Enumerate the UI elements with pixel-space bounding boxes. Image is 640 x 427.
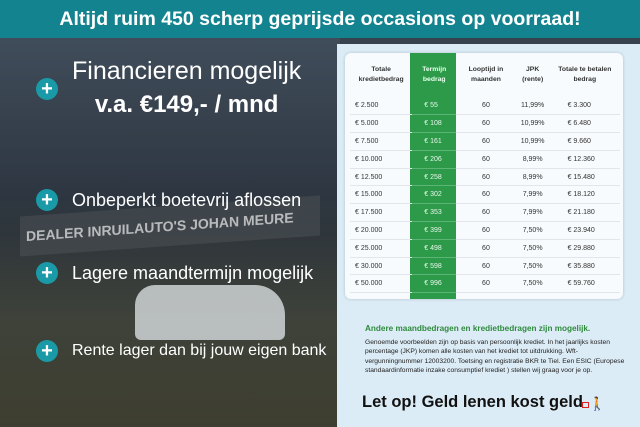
table-cell: € 59.760 <box>549 274 620 294</box>
plus-icon: + <box>36 78 58 100</box>
table-cell: € 6.480 <box>549 114 620 134</box>
table-cell: € 498 <box>412 239 457 258</box>
table-row: € 50.000 € 996 60 7,50% € 59.760 <box>350 274 620 294</box>
table-cell: 7,50% <box>515 239 550 258</box>
table-cell: € 15.000 <box>350 185 413 205</box>
table-cell: € 996 <box>412 274 457 294</box>
note-text: Genoemde voorbeelden zijn op basis van p… <box>365 339 625 374</box>
table-cell: € 30.000 <box>350 257 413 276</box>
table-cell: € 5.000 <box>350 114 413 134</box>
table-row: € 2.500 € 55 60 11,99% € 3.300 <box>350 97 620 116</box>
car-image <box>135 285 285 340</box>
table-cell: 7,50% <box>515 257 550 276</box>
table-cell: € 21.180 <box>549 203 620 223</box>
table-cell: € 258 <box>412 168 457 187</box>
table-cell: 11,99% <box>515 97 550 116</box>
bullet-text: Lagere maandtermijn mogelijk <box>72 262 314 283</box>
table-row: € 5.000 € 108 60 10,99% € 6.480 <box>350 114 620 134</box>
bullet-rente: + Rente lager dan bij jouw eigen bank <box>36 340 326 362</box>
table-cell: € 29.880 <box>549 239 620 258</box>
table-cell: € 3.300 <box>549 97 620 116</box>
table-cell: 8,99% <box>515 150 550 169</box>
table-cell: 7,50% <box>515 221 550 240</box>
table-cell: € 55 <box>412 97 457 116</box>
table-cell: 60 <box>456 150 516 169</box>
table-cell: € 2.500 <box>350 97 413 116</box>
note-heading: Andere maandbedragen en kredietbedragen … <box>365 324 591 333</box>
column-header: Termijn bedrag <box>422 66 447 83</box>
table-row: € 10.000 € 206 60 8,99% € 12.360 <box>350 150 620 169</box>
table-row: € 12.500 € 258 60 8,99% € 15.480 <box>350 168 620 187</box>
table-cell: € 15.480 <box>549 168 620 187</box>
table-cell: € 12.360 <box>549 150 620 169</box>
table-cell: € 18.120 <box>549 185 620 205</box>
table-cell: 60 <box>456 132 516 151</box>
table-cell: € 206 <box>412 150 457 169</box>
table-cell: € 10.000 <box>350 150 413 169</box>
plus-icon: + <box>36 340 58 362</box>
bullet-maandtermijn: + Lagere maandtermijn mogelijk <box>36 262 313 284</box>
table-row: € 7.500 € 161 60 10,99% € 9.660 <box>350 132 620 151</box>
table-cell: € 353 <box>412 203 457 223</box>
table-cell: € 161 <box>412 132 457 151</box>
table-cell: € 17.500 <box>350 203 413 223</box>
table-cell: € 20.000 <box>350 221 413 240</box>
column-header: Totale kredietbedrag <box>358 66 404 83</box>
table-cell: € 25.000 <box>350 239 413 258</box>
table-cell: 60 <box>456 239 516 258</box>
table-row: € 17.500 € 353 60 7,99% € 21.180 <box>350 203 620 223</box>
table-cell: 7,50% <box>515 274 550 294</box>
table-row: € 15.000 € 302 60 7,99% € 18.120 <box>350 185 620 205</box>
table-cell: € 23.940 <box>549 221 620 240</box>
table-cell: 10,99% <box>515 132 550 151</box>
walking-person-icon: 🚶 <box>582 396 605 412</box>
bullet-text: Rente lager dan bij jouw eigen bank <box>72 342 327 359</box>
table-cell: € 35.880 <box>549 257 620 276</box>
table-row: € 20.000 € 399 60 7,50% € 23.940 <box>350 221 620 240</box>
table-cell: € 108 <box>412 114 457 134</box>
bullet-text: Onbeperkt boetevrij aflossen <box>72 189 302 210</box>
table-cell: 10,99% <box>515 114 550 134</box>
table-row: € 30.000 € 598 60 7,50% € 35.880 <box>350 257 620 276</box>
bullet-aflossen: + Onbeperkt boetevrij aflossen <box>36 189 301 211</box>
bullet-subtext: v.a. €149,- / mnd <box>94 91 279 118</box>
bullet-text: Financieren mogelijk <box>72 57 302 85</box>
table-cell: 7,99% <box>515 185 550 205</box>
table-cell: € 12.500 <box>350 168 413 187</box>
table-cell: 60 <box>456 221 516 240</box>
plus-icon: + <box>36 262 58 284</box>
finance-table-card: Totale kredietbedrag Termijn bedrag Loopti… <box>345 53 623 299</box>
table-cell: € 302 <box>412 185 457 205</box>
table-cell: 60 <box>456 257 516 276</box>
top-banner: Altijd ruim 450 scherp geprijsde occasio… <box>0 0 640 38</box>
bullet-financing: + Financieren mogelijk v.a. €149,- / mnd <box>36 56 301 120</box>
table-cell: € 7.500 <box>350 132 413 151</box>
table-cell: 60 <box>456 114 516 134</box>
table-cell: 60 <box>456 168 516 187</box>
warning-text: Let op! Geld lenen kost geld <box>362 393 583 411</box>
plus-icon: + <box>36 189 58 211</box>
table-cell: € 50.000 <box>350 274 413 294</box>
table-cell: € 9.660 <box>549 132 620 151</box>
finance-table: Totale kredietbedrag Termijn bedrag Loopti… <box>350 53 620 294</box>
table-cell: 60 <box>456 203 516 223</box>
table-cell: 60 <box>456 185 516 205</box>
column-header: Totale te betalen bedrag <box>558 66 612 83</box>
table-cell: 8,99% <box>515 168 550 187</box>
table-cell: € 598 <box>412 257 457 276</box>
table-row: € 25.000 € 498 60 7,50% € 29.880 <box>350 239 620 258</box>
column-header: JPK (rente) <box>522 66 544 83</box>
table-cell: € 399 <box>412 221 457 240</box>
table-cell: 60 <box>456 97 516 116</box>
table-cell: 60 <box>456 274 516 294</box>
column-header: Looptijd in maanden <box>468 66 504 83</box>
table-cell: 7,99% <box>515 203 550 223</box>
